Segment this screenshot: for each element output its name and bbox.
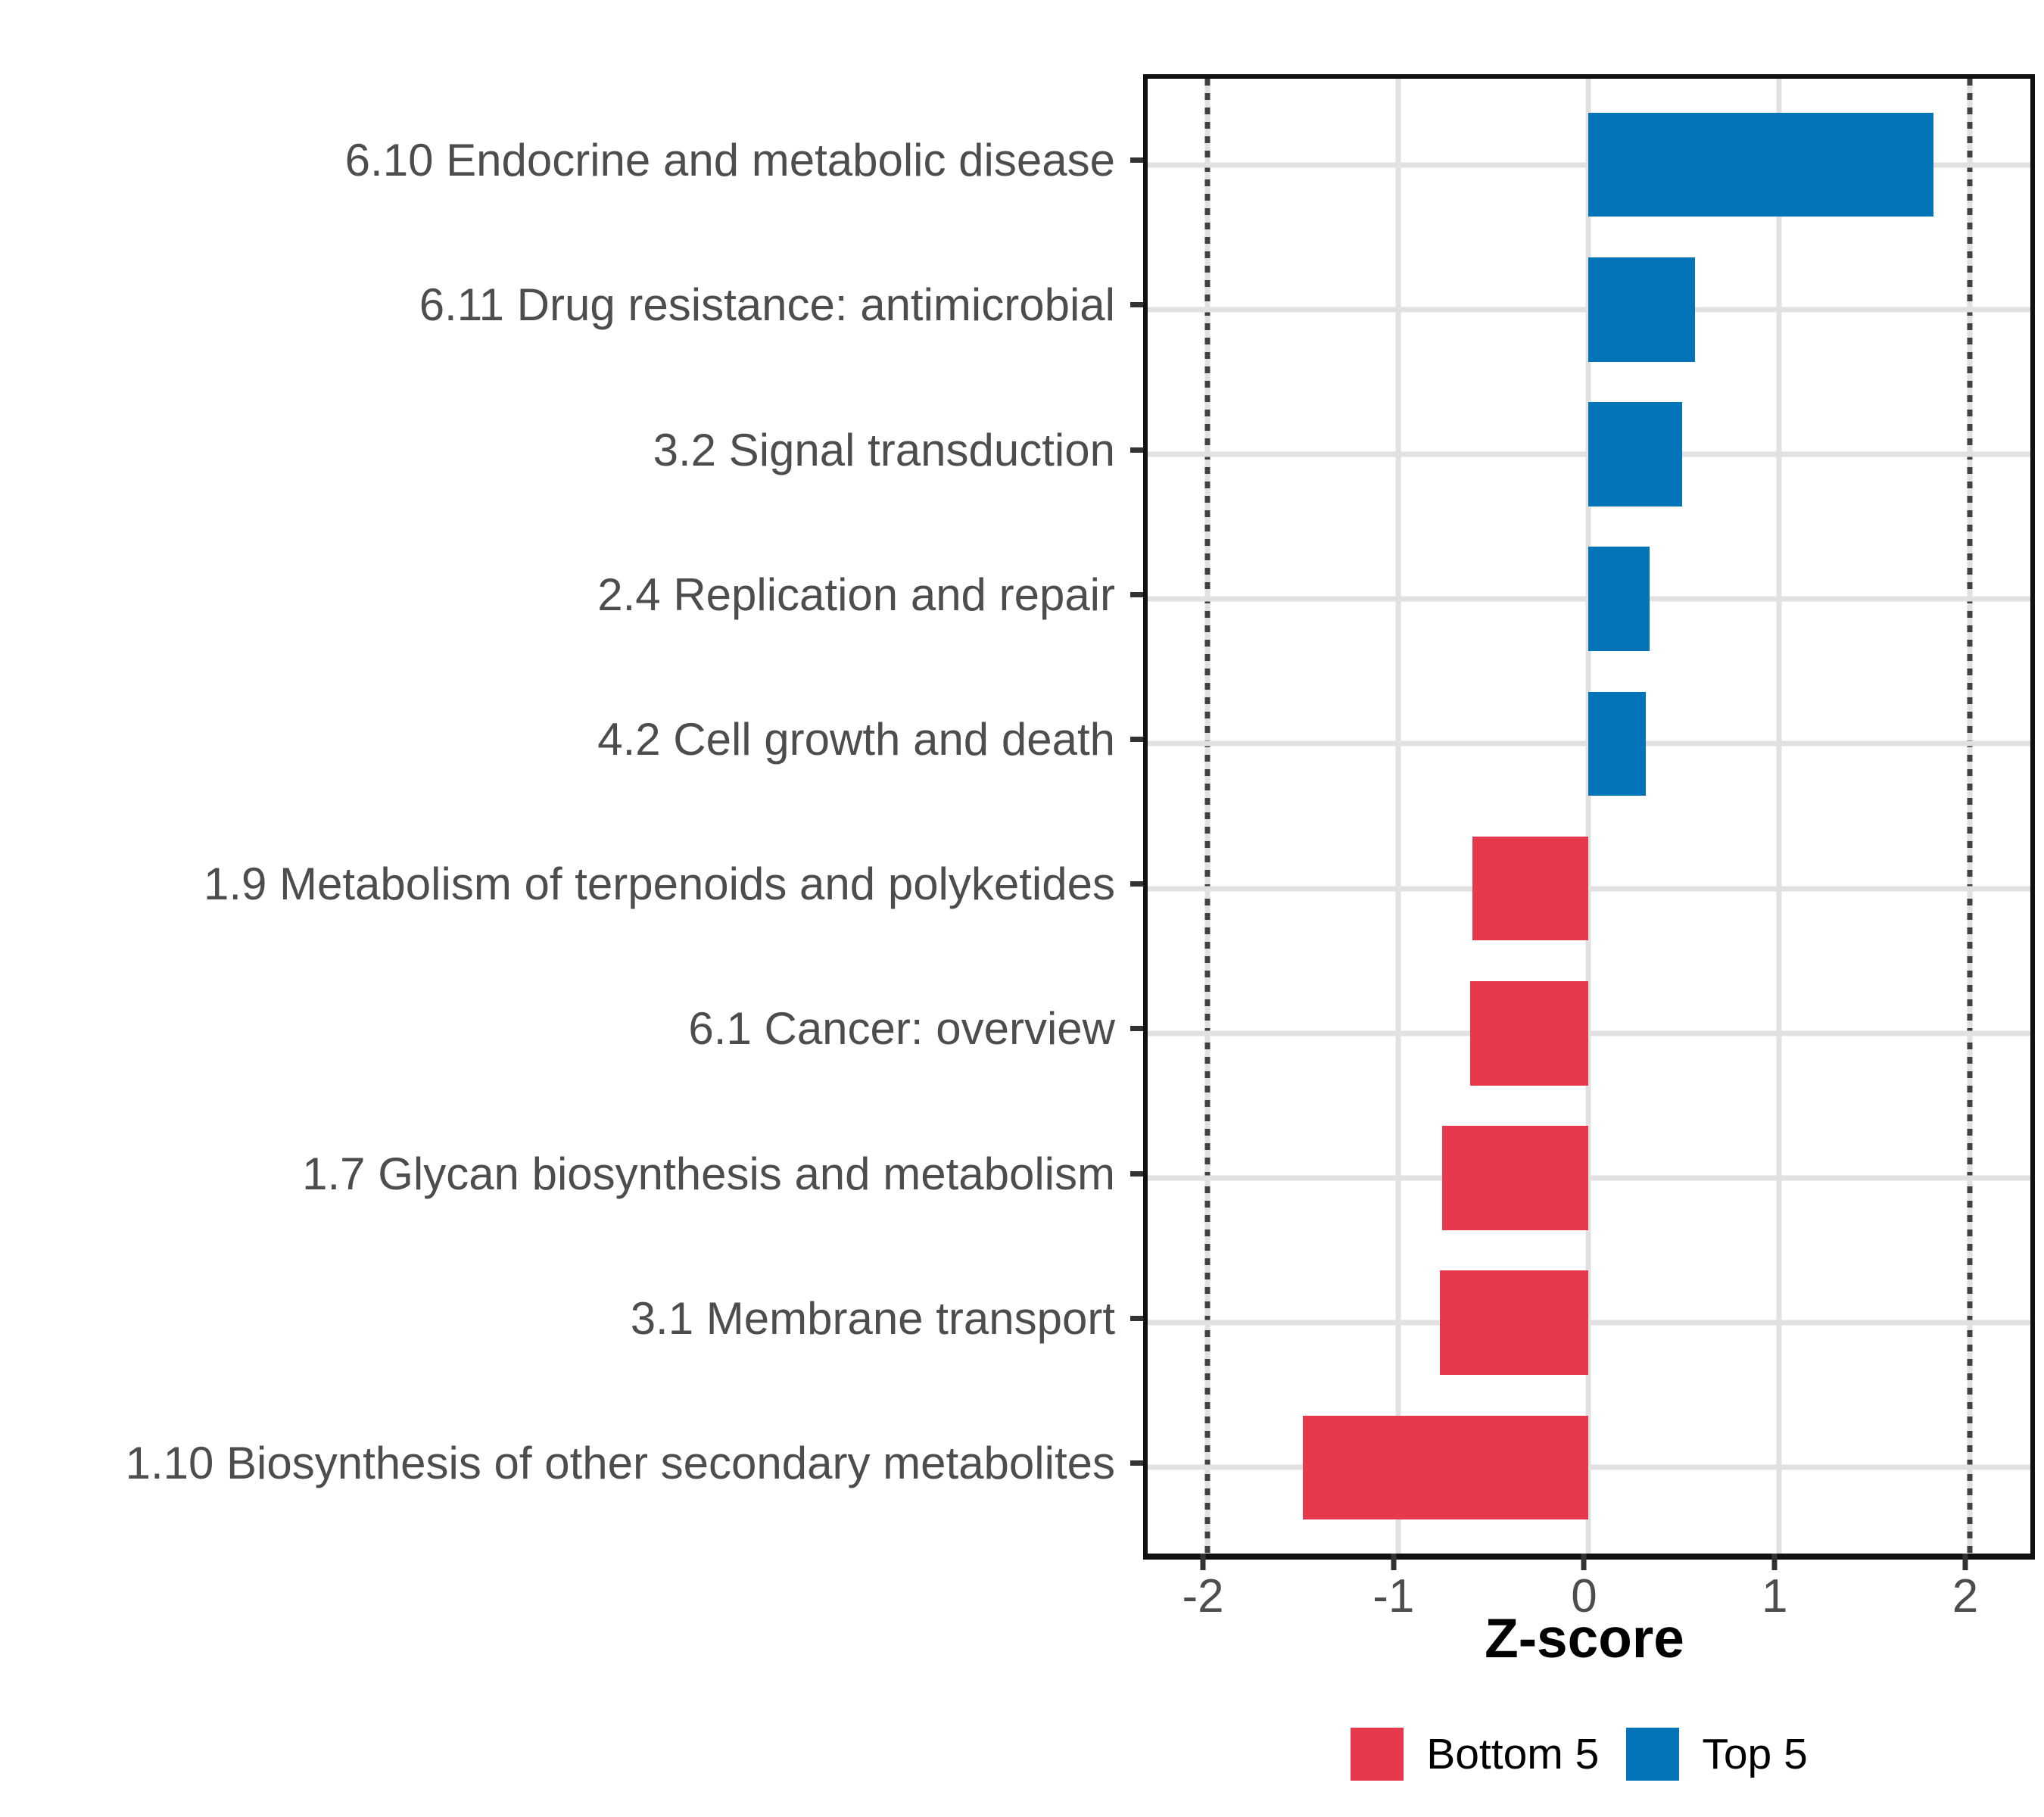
legend-swatch-bottom5 [1351,1728,1404,1781]
category-label: 4.2 Cell growth and death [597,713,1115,765]
y-tick-mark [1123,812,1143,956]
category-label: 3.1 Membrane transport [630,1292,1115,1344]
x-tick-label: 1 [1761,1570,1788,1622]
legend-label-bottom5: Bottom 5 [1426,1729,1600,1778]
table-row [1148,961,2030,1105]
table-row [1148,1105,2030,1250]
reference-line--2 [1204,79,1211,1554]
category-label: 1.9 Metabolism of terpenoids and polyket… [203,859,1115,910]
category-label: 6.11 Drug resistance: antimicrobial [419,279,1115,331]
y-tick-mark [1123,232,1143,377]
row-gridline [1148,1175,2030,1181]
y-axis-tick-marks [1123,74,1143,1549]
bar-top5 [1588,112,1934,217]
bar-bottom5 [1472,836,1589,941]
x-tick-mark [1200,1554,1206,1570]
legend-label-top5: Top 5 [1702,1729,1808,1778]
table-row [1148,382,2030,526]
x-axis: -2 -1 0 1 2 [1143,1554,2026,1652]
x-tick-mark [1581,1554,1587,1570]
bar-rows [1148,92,2030,1540]
row-gridline [1148,1464,2030,1470]
y-tick-mark [1123,377,1143,522]
bar-bottom5 [1441,1126,1589,1230]
bar-top5 [1588,691,1646,796]
x-gridline-0 [1585,79,1591,1554]
bar-top5 [1588,402,1682,506]
bar-top5 [1588,257,1696,362]
table-row [1148,1251,2030,1395]
y-tick-mark [1123,667,1143,812]
y-tick-mark [1123,1101,1143,1245]
table-row [1148,527,2030,672]
table-row [1148,816,2030,961]
category-label: 6.1 Cancer: overview [688,1003,1115,1055]
y-tick-mark [1123,956,1143,1101]
bar-bottom5 [1470,980,1589,1086]
y-tick-mark [1123,522,1143,667]
x-tick-label: 2 [1952,1570,1979,1622]
x-tick-mark [1771,1554,1778,1570]
y-tick-mark [1123,1391,1143,1535]
row-gridline [1148,886,2030,892]
x-tick-label: 0 [1571,1570,1597,1622]
table-row [1148,92,2030,237]
y-tick-mark [1123,88,1143,232]
x-gridline--1 [1395,79,1401,1554]
category-label: 2.4 Replication and repair [597,569,1115,620]
category-label: 6.10 Endocrine and metabolic disease [344,135,1115,186]
x-tick-mark [1962,1554,1968,1570]
table-row [1148,1395,2030,1540]
category-label: 1.7 Glycan biosynthesis and metabolism [302,1148,1115,1199]
category-label: 1.10 Biosynthesis of other secondary met… [125,1437,1115,1488]
category-label: 3.2 Signal transduction [653,424,1115,475]
bar-bottom5 [1440,1270,1589,1376]
reference-line-2 [1967,79,1973,1554]
x-tick-label: -2 [1182,1570,1224,1622]
bar-top5 [1588,547,1650,652]
y-tick-mark [1123,1246,1143,1391]
legend: Bottom 5 Top 5 [1143,1727,2026,1781]
row-gridline [1148,1030,2030,1036]
row-gridline [1148,1320,2030,1326]
legend-swatch-top5 [1626,1728,1680,1781]
x-tick-mark [1391,1554,1397,1570]
x-gridline-1 [1776,79,1782,1554]
plot-panel [1143,74,2035,1560]
y-axis-category-labels: 6.10 Endocrine and metabolic disease 6.11… [0,74,1123,1549]
x-tick-label: -1 [1373,1570,1415,1622]
table-row [1148,237,2030,382]
x-axis-title: Z-score [1485,1608,1684,1669]
bar-bottom5 [1302,1415,1589,1520]
table-row [1148,672,2030,816]
